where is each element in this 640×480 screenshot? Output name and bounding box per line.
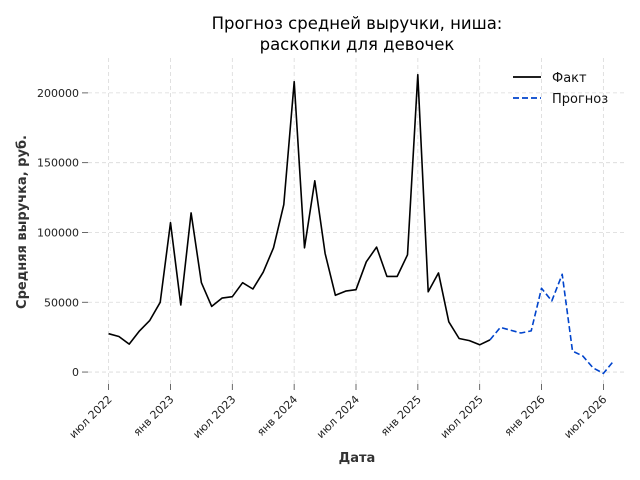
x-axis-ticks: июл 2022 янв 2023 июл 2023 янв 2024 июл 2024… [67,384,610,441]
x-tick-label: июл 2024 [314,393,362,441]
y-tick-label: 100000 [37,226,79,239]
grid [88,58,624,386]
legend-label-forecast: Прогноз [552,92,608,107]
legend-label-fact: Факт [552,71,587,86]
x-axis-label: Дата [339,451,376,466]
series-line-fact [108,73,491,346]
x-tick-label: июл 2026 [561,393,609,441]
x-tick-label: янв 2023 [131,393,177,439]
chart-title-line-2: раскопки для девочек [260,35,455,54]
series-line-forecast [489,273,615,375]
y-axis-ticks: 0 50000 100000 150000 200000 [37,87,88,379]
x-tick-label: июл 2022 [67,393,115,441]
y-tick-label: 50000 [44,296,79,309]
y-tick-label: 200000 [37,87,79,100]
y-axis-label: Средняя выручка, руб. [15,135,30,309]
chart-title-line-1: Прогноз средней выручки, ниша: [212,14,503,33]
y-tick-label: 150000 [37,157,79,170]
y-tick-label: 0 [72,366,79,379]
series-lines [108,73,615,375]
x-tick-label: янв 2024 [254,393,300,439]
x-tick-label: янв 2025 [378,393,424,439]
x-tick-label: янв 2026 [502,393,548,439]
x-tick-label: июл 2025 [438,393,486,441]
x-tick-label: июл 2023 [190,393,238,441]
legend: Факт Прогноз [513,71,608,107]
